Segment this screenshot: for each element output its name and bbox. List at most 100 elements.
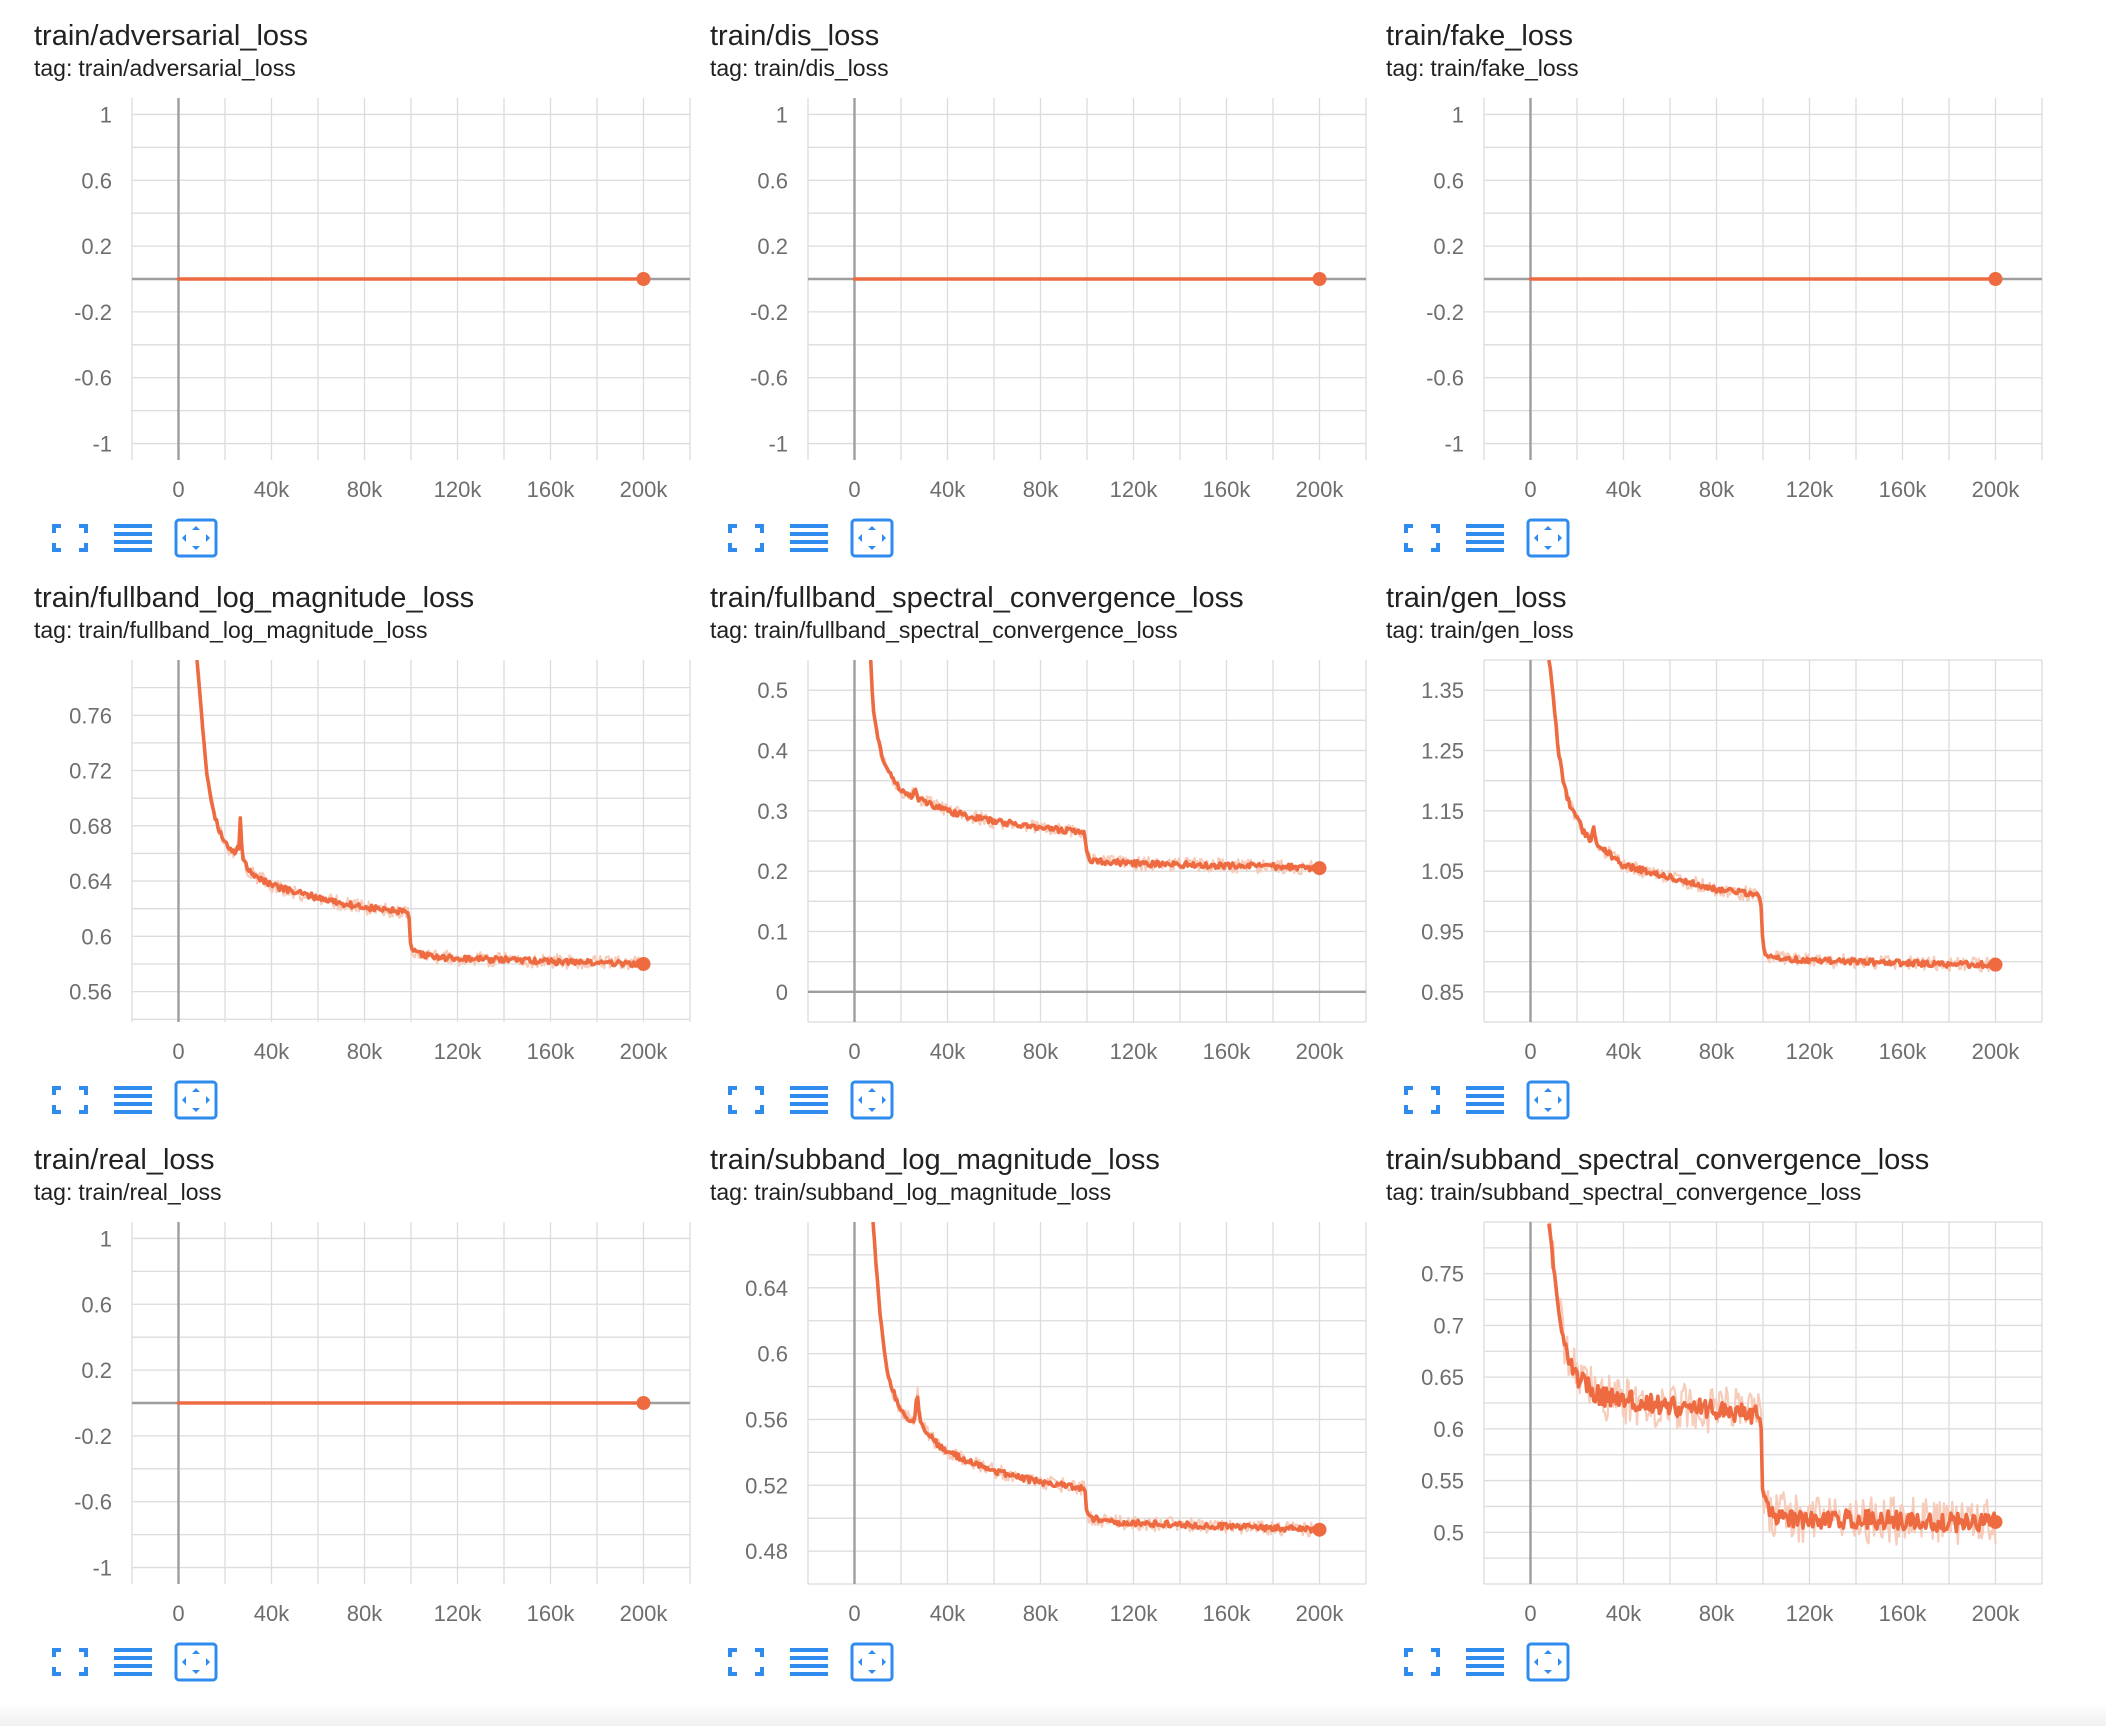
y-tick-label: 0.64 xyxy=(69,869,112,894)
expand-icon[interactable] xyxy=(724,518,768,558)
x-tick-label: 160k xyxy=(1879,1601,1928,1626)
expand-icon[interactable] xyxy=(724,1080,768,1120)
fit-to-data-icon[interactable] xyxy=(1526,1080,1570,1120)
expand-icon[interactable] xyxy=(724,1642,768,1682)
x-tick-label: 80k xyxy=(1699,477,1735,502)
list-icon[interactable] xyxy=(1463,1080,1507,1120)
series-raw-line xyxy=(872,1222,1321,1538)
y-tick-label: -1 xyxy=(768,432,788,457)
y-tick-label: 0.2 xyxy=(757,859,788,884)
x-tick-label: 40k xyxy=(930,1601,966,1626)
fit-to-data-icon[interactable] xyxy=(174,518,218,558)
x-tick-label: 80k xyxy=(347,1039,383,1064)
x-tick-label: 0 xyxy=(1524,1601,1536,1626)
line-chart[interactable]: 1 0.6 0.2 -0.2 -0.6 -1 0 40k 80k 120k 160k 200k xyxy=(0,1124,691,1684)
tag-value: train/fullband_log_magnitude_loss xyxy=(78,617,428,643)
x-tick-label: 80k xyxy=(347,477,383,502)
x-tick-label: 40k xyxy=(1606,477,1642,502)
x-tick-label: 200k xyxy=(620,1601,669,1626)
chart-tag: tag: train/gen_loss xyxy=(1386,617,1574,644)
y-tick-label: 0.95 xyxy=(1421,920,1464,945)
line-chart[interactable]: 0.75 0.7 0.65 0.6 0.55 0.5 0 40k 80k 120k 160k 200k xyxy=(1352,1124,2043,1684)
y-tick-label: 1.35 xyxy=(1421,678,1464,703)
chart-title: train/real_loss xyxy=(34,1144,215,1176)
x-tick-label: 120k xyxy=(1110,1039,1159,1064)
line-chart[interactable]: 1 0.6 0.2 -0.2 -0.6 -1 0 40k 80k 120k 160k 200k xyxy=(0,0,691,560)
expand-icon[interactable] xyxy=(48,518,92,558)
x-tick-label: 120k xyxy=(434,477,483,502)
x-tick-label: 200k xyxy=(1972,1601,2021,1626)
y-tick-label: 0.68 xyxy=(69,814,112,839)
x-tick-label: 0 xyxy=(848,1601,860,1626)
x-tick-label: 160k xyxy=(1203,1601,1252,1626)
y-tick-label: -1 xyxy=(92,1556,112,1581)
x-tick-label: 200k xyxy=(1296,477,1345,502)
chart-card: train/fullband_log_magnitude_loss tag: tra… xyxy=(0,562,691,1122)
tag-prefix: tag: xyxy=(1386,1179,1425,1205)
y-tick-label: 0.2 xyxy=(81,1358,112,1383)
list-icon[interactable] xyxy=(1463,518,1507,558)
chart-card: train/fullband_spectral_convergence_loss… xyxy=(676,562,1367,1122)
expand-icon[interactable] xyxy=(48,1642,92,1682)
chart-tag: tag: train/subband_log_magnitude_loss xyxy=(710,1179,1111,1206)
series-group xyxy=(871,1222,1322,1538)
y-tick-label: -1 xyxy=(1444,432,1464,457)
series-endpoint xyxy=(1988,272,2003,286)
list-icon[interactable] xyxy=(111,1080,155,1120)
list-icon[interactable] xyxy=(787,518,831,558)
list-icon[interactable] xyxy=(111,1642,155,1682)
y-tick-label: 0.1 xyxy=(757,920,788,945)
chart-title: train/adversarial_loss xyxy=(34,20,309,52)
expand-icon[interactable] xyxy=(48,1080,92,1120)
list-icon[interactable] xyxy=(787,1642,831,1682)
list-icon[interactable] xyxy=(787,1080,831,1120)
fit-to-data-icon[interactable] xyxy=(850,518,894,558)
fit-to-data-icon[interactable] xyxy=(1526,518,1570,558)
line-chart[interactable]: 0.76 0.72 0.68 0.64 0.6 0.56 0 40k 80k 120k 160k 20… xyxy=(0,562,691,1122)
y-tick-label: -0.2 xyxy=(1426,300,1464,325)
x-tick-label: 40k xyxy=(254,1601,290,1626)
y-tick-label: 0.7 xyxy=(1433,1313,1464,1338)
fit-to-data-icon[interactable] xyxy=(1526,1642,1570,1682)
line-chart[interactable]: 1 0.6 0.2 -0.2 -0.6 -1 0 40k 80k 120k 160k 200k xyxy=(676,0,1367,560)
line-chart[interactable]: 0.64 0.6 0.56 0.52 0.48 0 40k 80k 120k 160k 200k xyxy=(676,1124,1367,1684)
x-tick-label: 120k xyxy=(434,1039,483,1064)
fit-to-data-icon[interactable] xyxy=(174,1080,218,1120)
x-tick-label: 40k xyxy=(1606,1601,1642,1626)
tag-prefix: tag: xyxy=(34,55,73,81)
x-tick-label: 80k xyxy=(1023,1039,1059,1064)
x-tick-label: 40k xyxy=(1606,1039,1642,1064)
list-icon[interactable] xyxy=(1463,1642,1507,1682)
x-tick-label: 160k xyxy=(1203,477,1252,502)
x-tick-label: 120k xyxy=(1110,477,1159,502)
fit-to-data-icon[interactable] xyxy=(174,1642,218,1682)
expand-icon[interactable] xyxy=(1400,518,1444,558)
y-tick-label: 0.6 xyxy=(81,1292,112,1317)
chart-card: train/subband_spectral_convergence_loss t… xyxy=(1352,1124,2043,1684)
y-tick-label: 0.5 xyxy=(757,678,788,703)
y-tick-label: 0.6 xyxy=(1433,1417,1464,1442)
x-tick-label: 40k xyxy=(254,1039,290,1064)
tag-prefix: tag: xyxy=(34,1179,73,1205)
y-tick-label: 0.48 xyxy=(745,1539,788,1564)
y-tick-label: 0.2 xyxy=(757,234,788,259)
x-tick-label: 200k xyxy=(1296,1039,1345,1064)
chart-tag: tag: train/adversarial_loss xyxy=(34,55,296,82)
expand-icon[interactable] xyxy=(1400,1080,1444,1120)
x-tick-label: 40k xyxy=(930,1039,966,1064)
tag-prefix: tag: xyxy=(710,617,749,643)
series-endpoint xyxy=(636,956,651,971)
y-tick-label: 1 xyxy=(100,1226,112,1251)
fit-to-data-icon[interactable] xyxy=(850,1642,894,1682)
line-chart[interactable]: 0.5 0.4 0.3 0.2 0.1 0 0 40k 80k 120k 160k 200k xyxy=(676,562,1367,1122)
fit-to-data-icon[interactable] xyxy=(850,1080,894,1120)
y-tick-label: 0.2 xyxy=(1433,234,1464,259)
x-tick-label: 200k xyxy=(620,477,669,502)
line-chart[interactable]: 1.35 1.25 1.15 1.05 0.95 0.85 0 40k 80k 120k 160k 2… xyxy=(1352,562,2043,1122)
list-icon[interactable] xyxy=(111,518,155,558)
line-chart[interactable]: 1 0.6 0.2 -0.2 -0.6 -1 0 40k 80k 120k 160k 200k xyxy=(1352,0,2043,560)
expand-icon[interactable] xyxy=(1400,1642,1444,1682)
x-tick-label: 80k xyxy=(1699,1601,1735,1626)
x-tick-label: 200k xyxy=(1296,1601,1345,1626)
tag-prefix: tag: xyxy=(34,617,73,643)
